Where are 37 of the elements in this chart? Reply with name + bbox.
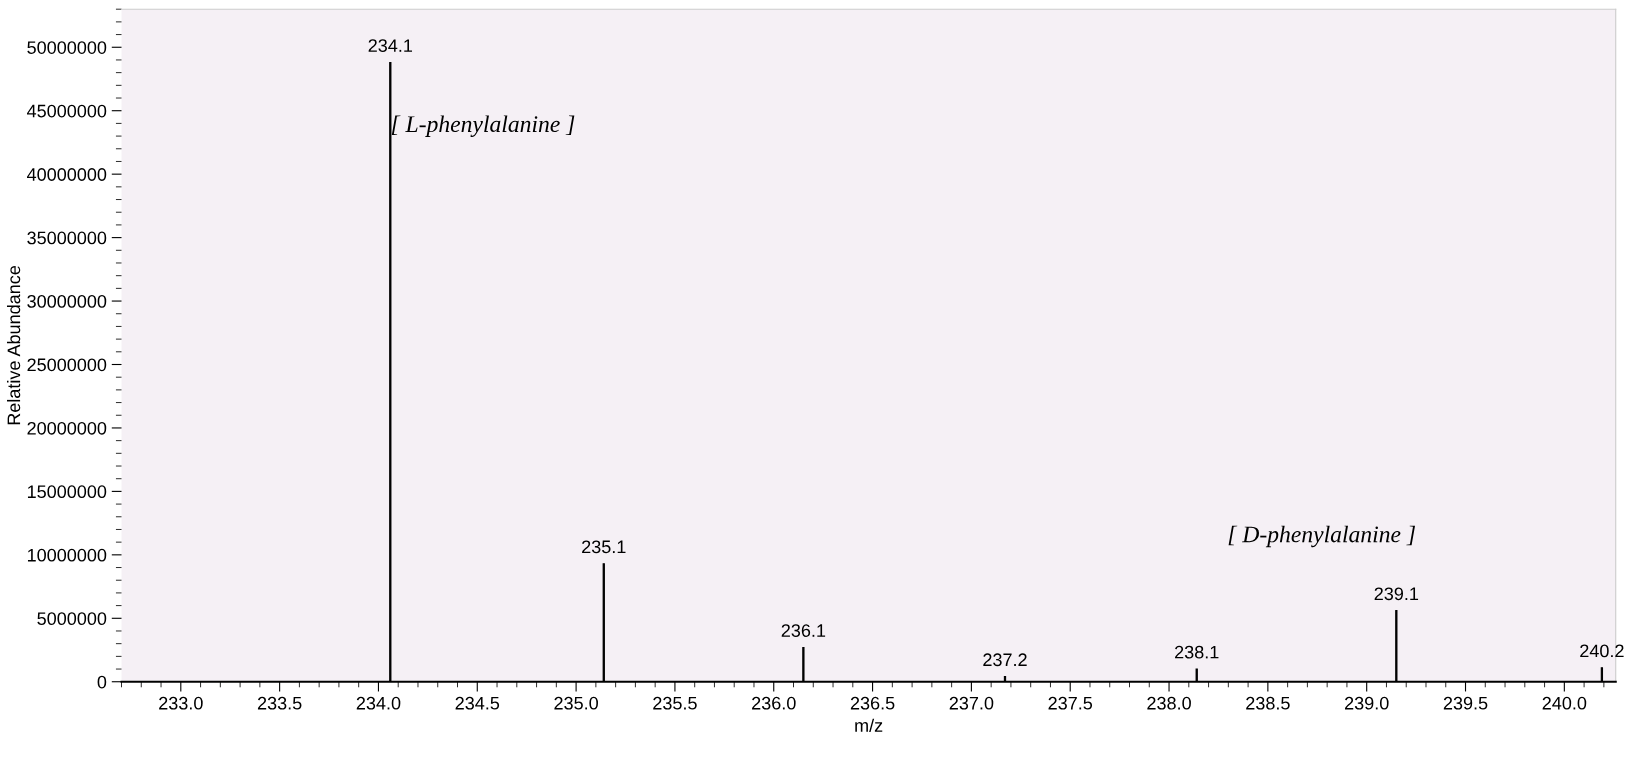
x-tick-label: 235.5 (653, 696, 697, 710)
annotation: 239.1 (1374, 587, 1419, 601)
annotation: 237.2 (983, 653, 1027, 667)
y-tick-label: 10000000 (27, 548, 107, 562)
annotation: [ L-phenylalanine ] (391, 115, 575, 137)
y-tick-label: 25000000 (27, 358, 107, 372)
x-tick-label: 237.5 (1048, 696, 1093, 710)
x-tick-label: 238.0 (1147, 696, 1191, 710)
annotation: 238.1 (1175, 645, 1219, 659)
y-axis-title: Relative Abundance (6, 265, 21, 425)
y-tick-label: 30000000 (27, 294, 107, 308)
y-tick-label: 5000000 (37, 612, 107, 626)
x-axis-title: m/z (855, 718, 883, 732)
annotation: 235.1 (582, 540, 626, 554)
x-tick-label: 233.5 (257, 696, 302, 710)
annotation: 236.1 (781, 624, 826, 637)
x-tick-label: 239.5 (1443, 696, 1488, 710)
x-tick-label: 234.0 (356, 696, 401, 710)
x-tick-label: 239.0 (1345, 696, 1389, 710)
annotation: [ D-phenylalanine ] (1228, 525, 1416, 548)
y-tick-label: 40000000 (27, 168, 107, 181)
annotation: 240.2 (1580, 644, 1624, 658)
y-tick-label: 0 (97, 675, 107, 689)
y-tick-label: 50000000 (27, 41, 107, 54)
x-tick-label: 236.5 (850, 696, 895, 710)
x-tick-label: 235.0 (554, 696, 598, 710)
x-tick-label: 237.0 (949, 696, 994, 710)
annotation: 234.1 (368, 39, 413, 52)
y-tick-label: 45000000 (27, 104, 107, 118)
x-tick-label: 240.0 (1542, 696, 1587, 710)
y-tick-label: 20000000 (27, 421, 107, 435)
y-tick-label: 35000000 (27, 231, 107, 245)
x-tick-label: 238.5 (1246, 696, 1290, 710)
x-tick-label: 236.0 (752, 696, 796, 710)
y-tick-label: 15000000 (27, 485, 107, 499)
x-tick-label: 233.0 (159, 696, 203, 710)
x-tick-label: 234.5 (455, 696, 500, 710)
